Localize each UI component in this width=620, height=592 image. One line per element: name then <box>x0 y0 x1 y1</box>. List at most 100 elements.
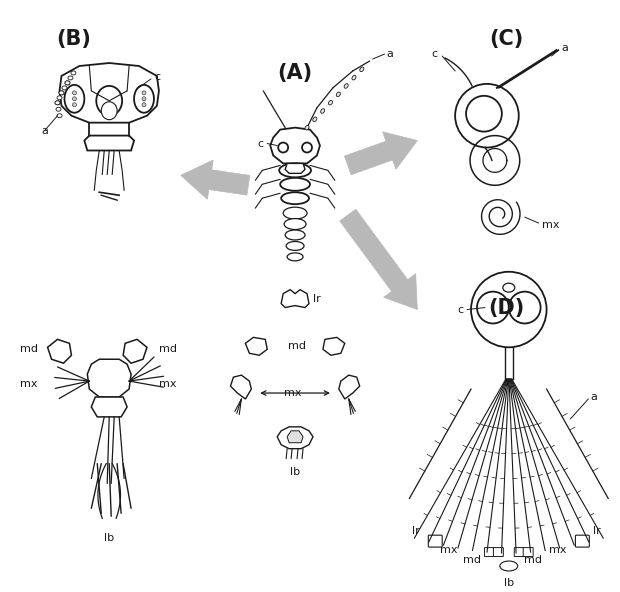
Text: (A): (A) <box>278 63 312 83</box>
Text: a: a <box>590 392 597 402</box>
Ellipse shape <box>62 86 67 90</box>
Circle shape <box>73 97 76 101</box>
Ellipse shape <box>287 253 303 261</box>
Text: md: md <box>463 555 481 565</box>
Ellipse shape <box>284 218 306 230</box>
Ellipse shape <box>336 92 340 96</box>
Polygon shape <box>91 397 127 417</box>
Text: c: c <box>431 49 437 59</box>
Ellipse shape <box>360 67 364 72</box>
Polygon shape <box>48 339 71 363</box>
FancyBboxPatch shape <box>484 548 494 556</box>
Ellipse shape <box>280 178 310 191</box>
Text: a: a <box>42 126 48 136</box>
Ellipse shape <box>64 85 84 112</box>
Polygon shape <box>340 209 417 310</box>
Polygon shape <box>345 132 417 175</box>
Text: mx: mx <box>159 379 177 389</box>
Ellipse shape <box>55 101 60 105</box>
Ellipse shape <box>65 81 70 85</box>
Polygon shape <box>285 163 305 173</box>
Ellipse shape <box>57 96 62 100</box>
Text: md: md <box>524 555 542 565</box>
FancyBboxPatch shape <box>523 548 533 556</box>
Text: md: md <box>20 345 38 354</box>
Circle shape <box>278 143 288 153</box>
Circle shape <box>73 103 76 107</box>
Text: (B): (B) <box>56 29 91 49</box>
Ellipse shape <box>59 91 64 95</box>
Text: c: c <box>154 72 160 82</box>
Ellipse shape <box>68 76 73 80</box>
Polygon shape <box>87 359 131 397</box>
Text: mx: mx <box>440 545 457 555</box>
Polygon shape <box>84 136 134 150</box>
Ellipse shape <box>344 83 348 88</box>
Circle shape <box>73 91 76 95</box>
Circle shape <box>302 143 312 153</box>
Circle shape <box>142 91 146 95</box>
Ellipse shape <box>56 107 61 111</box>
Ellipse shape <box>71 71 76 75</box>
Polygon shape <box>287 431 303 443</box>
FancyBboxPatch shape <box>428 535 442 547</box>
Ellipse shape <box>503 283 515 292</box>
Polygon shape <box>277 427 313 449</box>
Text: mx: mx <box>285 388 302 398</box>
Text: c: c <box>257 139 264 149</box>
Circle shape <box>477 292 509 323</box>
Ellipse shape <box>283 207 307 219</box>
Polygon shape <box>339 375 360 399</box>
Ellipse shape <box>286 242 304 250</box>
Circle shape <box>455 84 519 147</box>
Text: mx: mx <box>20 379 38 389</box>
Text: mx: mx <box>549 545 566 555</box>
Circle shape <box>471 272 547 348</box>
Ellipse shape <box>65 81 70 85</box>
Text: a: a <box>562 43 569 53</box>
Text: lb: lb <box>503 578 514 588</box>
Polygon shape <box>323 337 345 355</box>
Circle shape <box>142 103 146 107</box>
Text: md: md <box>159 345 177 354</box>
Ellipse shape <box>281 192 309 204</box>
Text: lb: lb <box>290 466 300 477</box>
Text: lb: lb <box>104 533 114 543</box>
Polygon shape <box>123 339 147 363</box>
Ellipse shape <box>313 117 317 121</box>
Ellipse shape <box>59 91 64 95</box>
Polygon shape <box>60 63 159 123</box>
Ellipse shape <box>305 126 309 130</box>
Circle shape <box>142 97 146 101</box>
Text: md: md <box>288 342 306 351</box>
Ellipse shape <box>57 114 62 118</box>
Ellipse shape <box>329 101 332 105</box>
Polygon shape <box>281 289 309 308</box>
Text: (C): (C) <box>490 29 524 49</box>
Text: a: a <box>386 49 394 59</box>
Text: mx: mx <box>542 220 559 230</box>
Ellipse shape <box>500 561 518 571</box>
FancyBboxPatch shape <box>575 535 590 547</box>
Ellipse shape <box>101 102 117 120</box>
Ellipse shape <box>134 85 154 112</box>
Polygon shape <box>270 128 320 163</box>
Ellipse shape <box>279 163 311 178</box>
Polygon shape <box>181 160 250 200</box>
Text: c: c <box>457 304 463 314</box>
Circle shape <box>466 96 502 131</box>
Text: lr: lr <box>412 526 419 536</box>
Circle shape <box>509 292 541 323</box>
Ellipse shape <box>285 230 305 240</box>
Polygon shape <box>231 375 251 399</box>
Polygon shape <box>246 337 267 355</box>
Text: lr: lr <box>593 526 601 536</box>
Text: (D): (D) <box>489 298 525 318</box>
Ellipse shape <box>55 101 60 105</box>
Text: lr: lr <box>313 294 321 304</box>
FancyBboxPatch shape <box>494 548 503 556</box>
Ellipse shape <box>352 75 356 80</box>
Ellipse shape <box>321 109 325 113</box>
FancyBboxPatch shape <box>514 548 525 556</box>
Ellipse shape <box>96 86 122 115</box>
